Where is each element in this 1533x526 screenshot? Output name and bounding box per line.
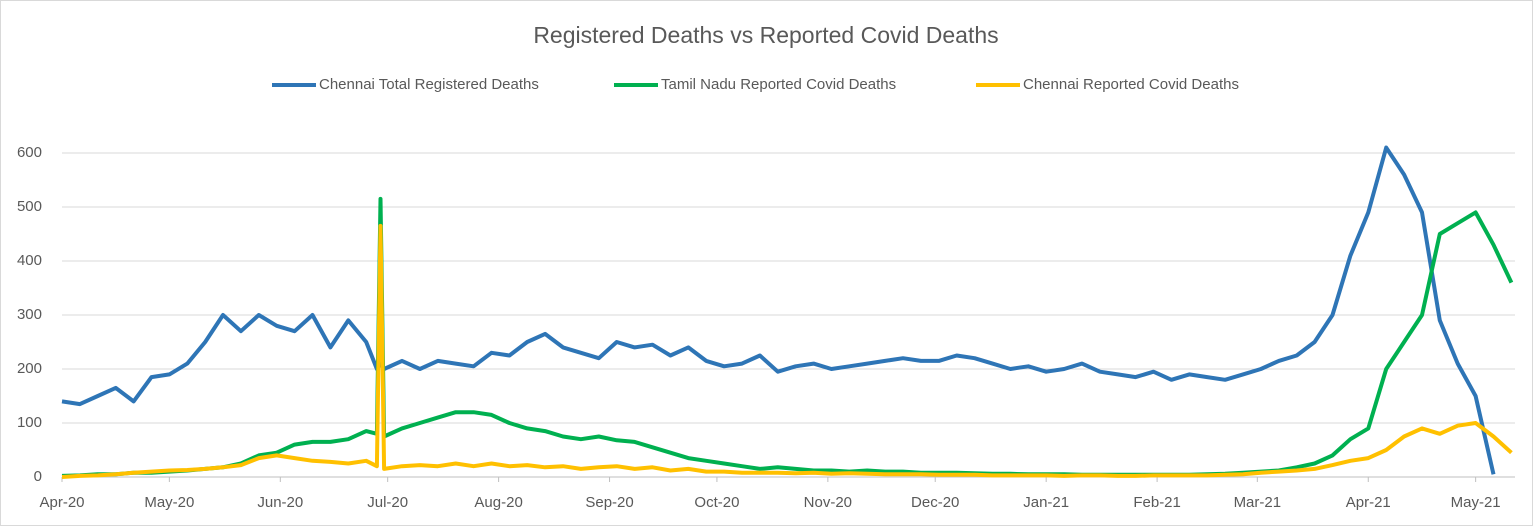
legend-label: Tamil Nadu Reported Covid Deaths xyxy=(661,76,896,93)
x-tick-label: May-21 xyxy=(1451,494,1501,511)
x-tick-label: Aug-20 xyxy=(474,494,522,511)
x-tick-label: Feb-21 xyxy=(1133,494,1181,511)
y-tick-label: 100 xyxy=(17,414,42,431)
y-tick-label: 500 xyxy=(17,198,42,215)
x-tick-label: Sep-20 xyxy=(585,494,633,511)
x-tick-label: Jul-20 xyxy=(367,494,408,511)
y-tick-label: 400 xyxy=(17,252,42,269)
x-tick-label: Oct-20 xyxy=(694,494,739,511)
x-tick-label: May-20 xyxy=(144,494,194,511)
y-tick-label: 0 xyxy=(34,468,42,485)
x-tick-label: Apr-20 xyxy=(39,494,84,511)
x-tick-label: Dec-20 xyxy=(911,494,959,511)
series-line xyxy=(61,145,1496,475)
x-tick-label: Apr-21 xyxy=(1346,494,1391,511)
x-tick-label: Jan-21 xyxy=(1023,494,1069,511)
legend-label: Chennai Total Registered Deaths xyxy=(319,76,539,93)
y-tick-label: 600 xyxy=(17,144,42,161)
y-tick-label: 200 xyxy=(17,360,42,377)
y-tick-label: 300 xyxy=(17,306,42,323)
legend-label: Chennai Reported Covid Deaths xyxy=(1023,76,1239,93)
x-tick-label: Mar-21 xyxy=(1234,494,1282,511)
x-tick-label: Nov-20 xyxy=(804,494,852,511)
chart-title: Registered Deaths vs Reported Covid Deat… xyxy=(533,22,998,48)
x-tick-label: Jun-20 xyxy=(257,494,303,511)
series-line xyxy=(61,223,1513,479)
